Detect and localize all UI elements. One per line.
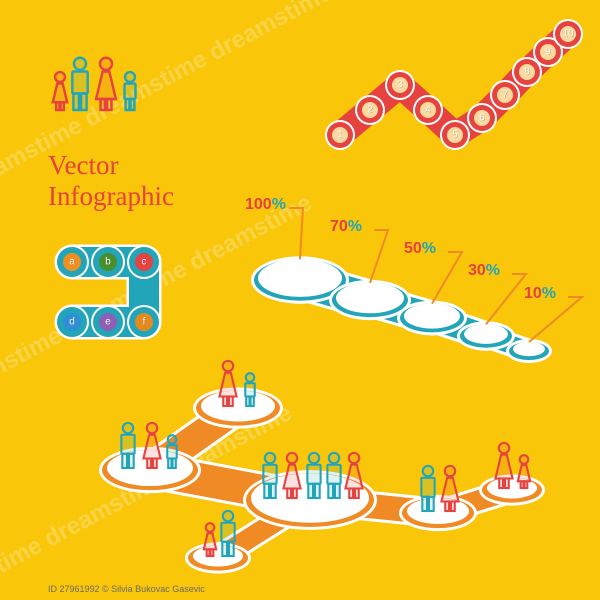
letter-chain: aabbccddeeff (55, 245, 161, 339)
pct-label-70: 70% (330, 218, 362, 236)
svg-text:d: d (70, 317, 76, 328)
svg-text:5: 5 (453, 130, 459, 141)
page-title: Vector Infographic (48, 150, 174, 212)
family-icon-group (53, 58, 136, 110)
svg-text:9: 9 (545, 47, 551, 58)
svg-text:e: e (106, 317, 112, 328)
svg-text:e: e (105, 317, 111, 328)
svg-text:8: 8 (524, 67, 530, 78)
platform-cluster (99, 361, 545, 574)
svg-text:1: 1 (338, 130, 344, 141)
svg-text:8: 8 (525, 67, 531, 78)
svg-text:10: 10 (563, 29, 575, 40)
svg-text:9: 9 (546, 47, 552, 58)
pct-label-30: 30% (468, 262, 500, 280)
svg-text:a: a (69, 257, 75, 268)
svg-text:10: 10 (562, 29, 574, 40)
svg-text:3: 3 (398, 80, 404, 91)
pct-label-50: 50% (404, 240, 436, 258)
svg-text:3: 3 (397, 80, 403, 91)
svg-text:f: f (143, 317, 146, 328)
title-line-1: Vector (48, 150, 174, 181)
svg-text:c: c (142, 257, 147, 268)
svg-text:1: 1 (337, 130, 343, 141)
svg-text:2: 2 (368, 105, 374, 116)
svg-text:f: f (143, 317, 146, 328)
svg-text:c: c (142, 257, 147, 268)
svg-text:b: b (106, 257, 112, 268)
svg-text:dreamstime dreamstime: dreamstime dreamstime dreamstime dreamst… (0, 0, 336, 265)
svg-text:5: 5 (452, 130, 458, 141)
pct-label-100: 100% (245, 196, 286, 214)
svg-text:d: d (69, 317, 75, 328)
svg-text:dreamstime dreamstime: dreamstime dreamstime dreamstime dreamst… (0, 399, 296, 600)
svg-text:4: 4 (425, 105, 431, 116)
svg-text:7: 7 (502, 90, 508, 101)
svg-text:2: 2 (367, 105, 373, 116)
svg-text:7: 7 (503, 90, 509, 101)
svg-text:a: a (70, 257, 76, 268)
infographic-canvas: dreamstime dreamstime dreamstime dreamst… (0, 0, 600, 600)
svg-text:6: 6 (480, 113, 486, 124)
svg-text:b: b (105, 257, 111, 268)
svg-text:ID 27961992 © Silvia Bukovac G: ID 27961992 © Silvia Bukovac Gasevic (48, 584, 205, 594)
title-line-2: Infographic (48, 181, 174, 212)
pct-label-10: 10% (524, 285, 556, 303)
svg-text:4: 4 (426, 105, 432, 116)
svg-text:dreamstime dreamstime: dreamstime dreamstime dreamstime dreamst… (0, 0, 356, 55)
number-chain: 1122334455667788991010 (325, 19, 583, 150)
svg-text:6: 6 (479, 113, 485, 124)
svg-text:dreamstime dreamstime: dreamstime dreamstime dreamstime dreamst… (0, 189, 316, 475)
